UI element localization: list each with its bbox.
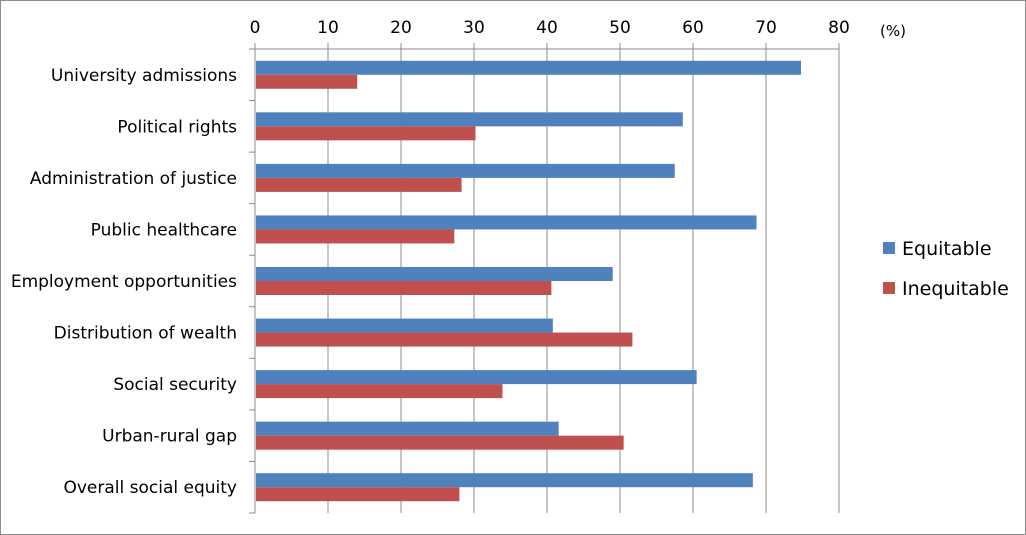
unit-label: (%) (880, 22, 906, 40)
category-label: Social security (113, 375, 237, 395)
x-tick-label: 60 (682, 18, 704, 38)
x-tick-label: 20 (390, 18, 412, 38)
bars (256, 60, 802, 502)
legend-swatch (883, 282, 895, 294)
bar-inequitable (256, 487, 460, 502)
bar-equitable (256, 370, 697, 385)
bar-equitable (256, 473, 753, 488)
x-tick-label: 30 (463, 18, 485, 38)
bar-inequitable (256, 384, 503, 399)
x-tick-label: 70 (755, 18, 777, 38)
bar-inequitable (256, 126, 476, 141)
bar-equitable (256, 112, 683, 127)
category-label: Distribution of wealth (54, 324, 237, 344)
legend: Equitable Inequitable (883, 238, 1009, 300)
category-labels: University admissions Political rights Adm… (11, 66, 237, 498)
bar-inequitable (256, 435, 624, 450)
x-tick-label: 50 (609, 18, 631, 38)
legend-label: Equitable (902, 238, 992, 260)
bar-equitable (256, 215, 757, 230)
bar-equitable (256, 421, 559, 436)
x-tick-label: 10 (317, 18, 339, 38)
bar-equitable (256, 267, 613, 281)
category-label: Public healthcare (91, 220, 237, 240)
category-label: Overall social equity (63, 478, 237, 498)
bar-equitable (256, 318, 553, 333)
category-label: Urban-rural gap (102, 427, 237, 447)
x-tick-label: 80 (828, 18, 850, 38)
x-tick-label: 0 (250, 18, 261, 38)
bar-inequitable (256, 177, 462, 192)
bar-inequitable (256, 332, 633, 347)
category-label: Political rights (117, 117, 237, 137)
category-label: University admissions (51, 66, 237, 86)
x-tick-label: 40 (536, 18, 558, 38)
bar-equitable (256, 60, 802, 75)
bar-inequitable (256, 74, 358, 89)
bar-inequitable (256, 229, 455, 244)
value-axis: 0 10 20 30 40 50 60 70 80 (249, 18, 850, 514)
category-label: Administration of justice (30, 169, 237, 189)
category-label: Employment opportunities (11, 272, 237, 292)
legend-label: Inequitable (902, 278, 1009, 300)
legend-swatch (883, 242, 895, 254)
bar-inequitable (256, 281, 552, 295)
bar-equitable (256, 163, 675, 178)
